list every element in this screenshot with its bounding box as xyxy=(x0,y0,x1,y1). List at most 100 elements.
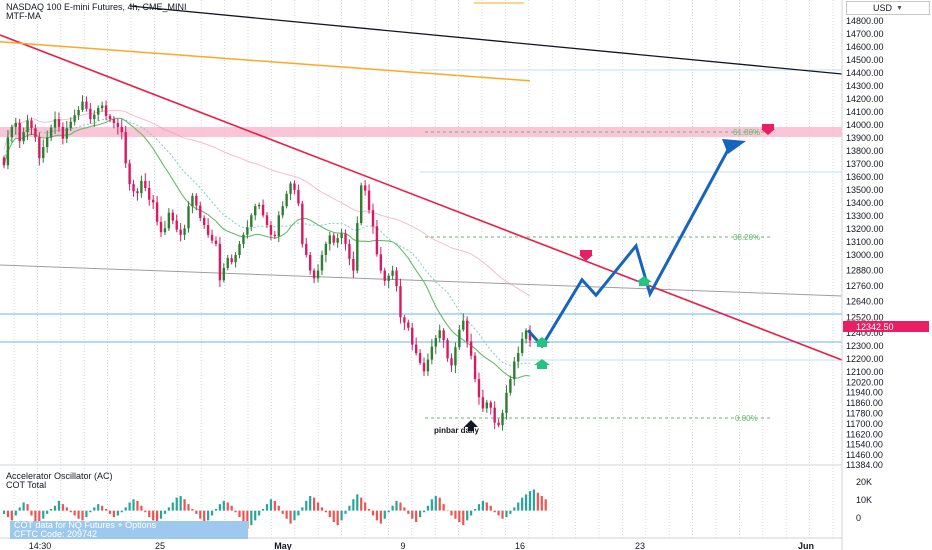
oscillator-bar xyxy=(124,507,127,511)
candle-body xyxy=(77,110,80,116)
candle-body xyxy=(281,206,284,216)
oscillator-title: Accelerator Oscillator (AC) xyxy=(6,471,113,481)
candle-body xyxy=(85,101,88,109)
oscillator-bar xyxy=(97,504,100,511)
oscillator-bar xyxy=(258,510,261,516)
moving-average-green xyxy=(3,117,531,379)
candle-body xyxy=(348,243,351,259)
price-tick: 14600.00 xyxy=(846,42,884,52)
oscillator-bar xyxy=(458,510,461,522)
oscillator-bar xyxy=(34,510,37,522)
candle-body xyxy=(320,254,324,271)
candle-body xyxy=(140,180,143,194)
cot-total-label: COT Total xyxy=(6,480,47,490)
candle-body xyxy=(65,128,69,139)
oscillator-bar xyxy=(61,504,64,511)
candle-body xyxy=(195,195,198,206)
candle-body xyxy=(93,114,96,120)
oscillator-bar xyxy=(65,507,68,511)
candle-body xyxy=(293,183,296,190)
oscillator-bar xyxy=(505,510,508,518)
oscillator-tick: 10K xyxy=(856,495,872,505)
price-axis[interactable]: 14900.0014800.0014700.0014600.0014500.00… xyxy=(846,3,884,470)
oscillator-bar xyxy=(379,510,382,524)
black-arrow-pinbar xyxy=(464,420,478,431)
candle-body xyxy=(273,234,277,237)
time-axis[interactable]: 14:30 25 May 9 16 23 Jun xyxy=(29,541,814,550)
candle-body xyxy=(352,258,355,271)
candle-body xyxy=(18,123,21,142)
candle-body xyxy=(505,392,508,413)
candle-body xyxy=(222,267,226,281)
oscillator-bar xyxy=(108,510,112,514)
price-tick: 13700.00 xyxy=(846,159,884,169)
oscillator-bar xyxy=(540,496,543,511)
oscillator-bar xyxy=(415,510,418,522)
oscillator-bar xyxy=(360,497,363,511)
candle-body xyxy=(395,270,398,287)
candle-body xyxy=(454,347,457,366)
pinbar-annotation: pinbar daily xyxy=(434,426,479,435)
oscillator-bar xyxy=(104,509,108,511)
cot-info-box: COT data for NQ Futures + Options CFTC C… xyxy=(10,521,248,539)
oscillator-bar xyxy=(332,510,335,522)
oscillator-bar xyxy=(120,510,123,513)
candle-body xyxy=(356,223,359,271)
price-tick: 14400.00 xyxy=(846,68,884,78)
oscillator-bar xyxy=(112,510,116,518)
moving-average-pink xyxy=(3,109,531,297)
currency-label: USD xyxy=(873,3,893,13)
oscillator-bar xyxy=(383,510,386,519)
oscillator-bar xyxy=(214,509,218,511)
candle-body xyxy=(269,225,273,235)
oscillator-bar xyxy=(18,507,21,511)
oscillator-bar xyxy=(144,510,147,513)
candle-body xyxy=(45,137,49,148)
time-tick: 23 xyxy=(635,541,645,550)
candle-body xyxy=(42,147,45,159)
candle-body xyxy=(30,120,33,129)
candle-body xyxy=(430,346,434,360)
candle-body xyxy=(301,203,304,244)
candle-body xyxy=(375,226,379,255)
candle-body xyxy=(277,215,280,237)
candle-body xyxy=(61,126,65,139)
fib-382-label: 38.20% xyxy=(733,233,760,242)
moving-average-teal-dotted xyxy=(3,117,531,366)
oscillator-bar xyxy=(293,510,296,521)
candle-body xyxy=(124,132,127,164)
candle-body xyxy=(89,108,92,120)
oscillator-bar xyxy=(375,510,379,521)
candle-body xyxy=(183,228,186,235)
candle-body xyxy=(155,202,159,222)
oscillator-bar xyxy=(159,510,163,519)
candle-body xyxy=(159,221,163,233)
oscillator-bar xyxy=(513,507,516,511)
fib-0-label: 0.00% xyxy=(735,414,758,423)
oscillator-bar xyxy=(30,510,33,516)
candle-body xyxy=(387,275,390,281)
oscillator-bar xyxy=(418,510,422,518)
candle-body xyxy=(163,228,167,233)
candle-body xyxy=(242,234,245,244)
price-tick: 13600.00 xyxy=(846,172,884,182)
candle-body xyxy=(6,137,10,166)
cot-info-line-2: CFTC Code: 209742 xyxy=(14,529,98,539)
oscillator-bar xyxy=(470,510,473,516)
candlestick-series xyxy=(2,95,532,431)
price-tick: 12020.00 xyxy=(846,377,884,387)
candle-body xyxy=(442,330,445,341)
oscillator-bar xyxy=(509,510,512,514)
candle-body xyxy=(391,270,394,276)
candle-body xyxy=(191,195,194,207)
candle-body xyxy=(367,190,371,211)
price-tick: 14700.00 xyxy=(846,29,884,39)
candle-body xyxy=(199,205,202,218)
oscillator-bar xyxy=(42,510,45,519)
oscillator-bar xyxy=(191,509,194,511)
oscillator-bar xyxy=(336,510,339,526)
candle-body xyxy=(53,119,57,128)
black-trendline xyxy=(129,5,843,75)
currency-selector[interactable]: USD ▼ xyxy=(846,1,930,15)
